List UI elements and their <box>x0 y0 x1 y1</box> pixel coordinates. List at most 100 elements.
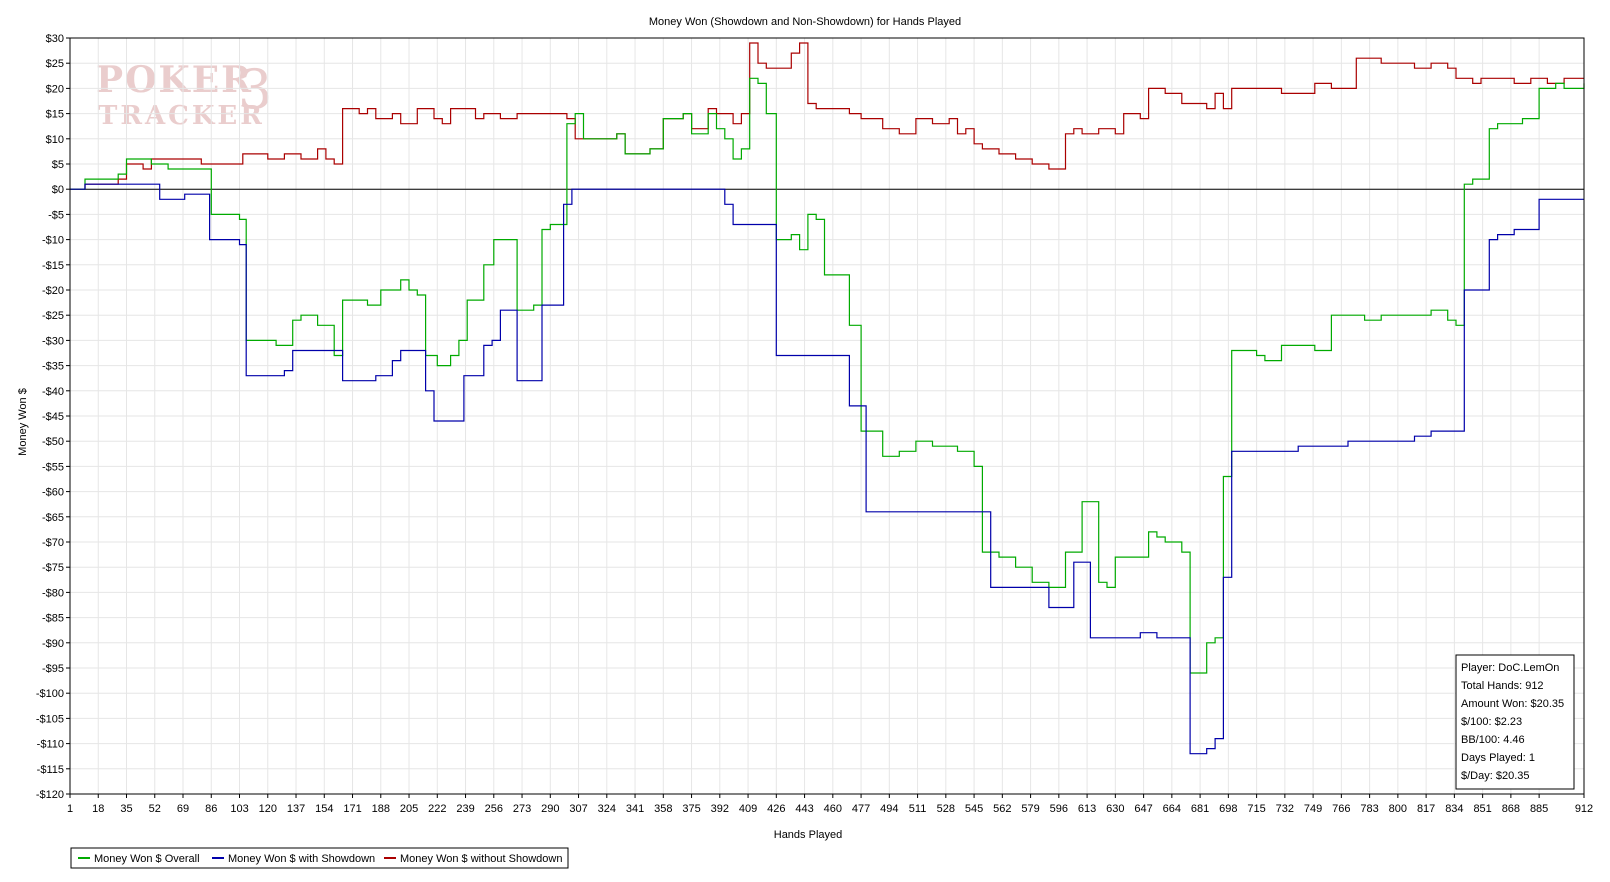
x-tick-label: 137 <box>287 803 305 815</box>
y-tick-label: -$45 <box>42 411 64 423</box>
x-tick-label: 477 <box>852 803 870 815</box>
y-tick-label: -$95 <box>42 663 64 675</box>
x-tick-label: 664 <box>1163 803 1181 815</box>
x-tick-label: 545 <box>965 803 983 815</box>
x-tick-label: 817 <box>1417 803 1435 815</box>
chart-title: Money Won (Showdown and Non-Showdown) fo… <box>649 16 961 28</box>
series-line-3 <box>70 42 1584 190</box>
x-tick-label: 86 <box>205 803 217 815</box>
y-tick-label: $25 <box>46 58 64 70</box>
y-tick-label: -$30 <box>42 335 64 347</box>
x-tick-label: 715 <box>1247 803 1265 815</box>
x-tick-label: 596 <box>1050 803 1068 815</box>
y-tick-label: -$100 <box>36 688 64 700</box>
y-tick-label: $5 <box>52 159 64 171</box>
stats-player: Player: DoC.LemOn <box>1461 662 1559 674</box>
legend-label-2: Money Won $ with Showdown <box>228 853 375 865</box>
x-axis-ticks: 1 18 35 52 69 86 103 120 137 154 171 188 205 222 239 25… <box>67 794 1593 815</box>
y-tick-label: -$60 <box>42 487 64 499</box>
x-tick-label: 171 <box>343 803 361 815</box>
grid-lines <box>69 37 1585 795</box>
legend-frame <box>70 847 569 869</box>
series-line-1 <box>70 77 1585 674</box>
y-tick-label: -$35 <box>42 361 64 373</box>
stats-days-played: Days Played: 1 <box>1461 752 1535 764</box>
x-tick-label: 766 <box>1332 803 1350 815</box>
y-tick-label: -$80 <box>42 587 64 599</box>
y-tick-label: $30 <box>46 33 64 45</box>
y-tick-label: -$70 <box>42 537 64 549</box>
x-tick-label: 409 <box>739 803 757 815</box>
y-tick-label: -$85 <box>42 613 64 625</box>
x-tick-label: 239 <box>456 803 474 815</box>
x-tick-label: 630 <box>1106 803 1124 815</box>
x-tick-label: 256 <box>485 803 503 815</box>
logo-line-1: POKER <box>96 59 253 101</box>
x-axis-label: Hands Played <box>774 829 843 841</box>
x-tick-label: 154 <box>315 803 333 815</box>
y-tick-label: $0 <box>52 184 64 196</box>
x-tick-label: 205 <box>400 803 418 815</box>
y-tick-label: -$50 <box>42 436 64 448</box>
y-tick-label: -$75 <box>42 562 64 574</box>
x-tick-label: 579 <box>1021 803 1039 815</box>
logo-digit: 3 <box>238 58 272 121</box>
y-tick-label: $15 <box>46 109 64 121</box>
x-tick-label: 69 <box>177 803 189 815</box>
stats-box-frame <box>1455 654 1575 790</box>
legend: Money Won $ Overall Money Won $ with Show… <box>70 847 569 869</box>
x-tick-label: 273 <box>513 803 531 815</box>
x-tick-label: 732 <box>1276 803 1294 815</box>
y-axis-label: Money Won $ <box>17 388 29 456</box>
y-tick-label: -$20 <box>42 285 64 297</box>
x-tick-label: 392 <box>711 803 729 815</box>
x-tick-label: 222 <box>428 803 446 815</box>
x-tick-label: 426 <box>767 803 785 815</box>
x-tick-label: 358 <box>654 803 672 815</box>
x-tick-label: 868 <box>1502 803 1520 815</box>
y-tick-label: -$40 <box>42 386 64 398</box>
series-lines <box>70 42 1585 755</box>
x-tick-label: 324 <box>598 803 616 815</box>
y-tick-label: -$115 <box>37 764 64 776</box>
x-tick-label: 681 <box>1191 803 1209 815</box>
stats-bb-per-100: BB/100: 4.46 <box>1461 734 1525 746</box>
y-axis-ticks: $30 $25 $20 $15 $10 $5 $0 -$5 -$10 -$15 -$20 -$25 -$… <box>36 33 70 801</box>
stats-amount-won: Amount Won: $20.35 <box>1461 698 1564 710</box>
x-tick-label: 562 <box>993 803 1011 815</box>
x-tick-label: 783 <box>1360 803 1378 815</box>
y-tick-label: -$25 <box>42 310 64 322</box>
y-tick-label: -$65 <box>42 512 64 524</box>
x-tick-label: 1 <box>67 803 73 815</box>
x-tick-label: 290 <box>541 803 559 815</box>
x-tick-label: 613 <box>1078 803 1096 815</box>
x-tick-label: 698 <box>1219 803 1237 815</box>
y-tick-label: -$5 <box>48 209 64 221</box>
logo-line-2: TRACKER <box>98 101 265 131</box>
y-tick-label: -$15 <box>42 260 64 272</box>
series-line-2 <box>70 183 1584 755</box>
x-tick-label: 494 <box>880 803 898 815</box>
x-tick-label: 103 <box>230 803 248 815</box>
x-tick-label: 120 <box>259 803 277 815</box>
x-tick-label: 511 <box>909 803 927 815</box>
x-tick-label: 885 <box>1530 803 1548 815</box>
y-tick-label: -$10 <box>42 235 64 247</box>
x-tick-label: 647 <box>1134 803 1152 815</box>
x-tick-label: 912 <box>1575 803 1593 815</box>
x-tick-label: 52 <box>149 803 161 815</box>
x-tick-label: 341 <box>626 803 644 815</box>
stats-per-100: $/100: $2.23 <box>1461 716 1522 728</box>
y-tick-label: $20 <box>46 83 64 95</box>
stats-per-day: $/Day: $20.35 <box>1461 770 1530 782</box>
legend-label-1: Money Won $ Overall <box>94 853 200 865</box>
x-tick-label: 307 <box>569 803 587 815</box>
x-tick-label: 188 <box>372 803 390 815</box>
y-tick-label: -$110 <box>37 739 64 751</box>
stats-total-hands: Total Hands: 912 <box>1461 680 1544 692</box>
poker-tracker-logo: POKER 3 TRACKER <box>96 58 272 131</box>
y-tick-label: $10 <box>46 134 64 146</box>
x-tick-label: 749 <box>1304 803 1322 815</box>
x-tick-label: 851 <box>1473 803 1491 815</box>
